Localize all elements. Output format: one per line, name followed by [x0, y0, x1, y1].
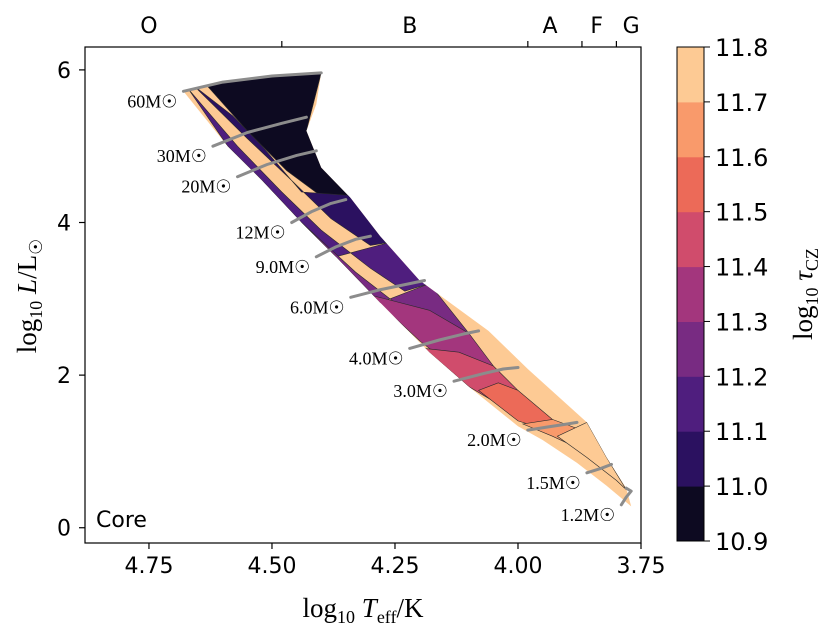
mass-label-10: 1.2M☉: [561, 505, 616, 525]
colorbar: 10.9 11.0 11.1 11.2 11.3 11.4 11.5 11.6 11.7 11.8: [676, 34, 768, 556]
track-2: [236, 149, 318, 179]
mass-label-8: 2.0M☉: [467, 430, 522, 450]
x-tick-label-2: 4.25: [370, 554, 419, 579]
plot-frame: [84, 46, 642, 544]
track-8: [526, 420, 579, 432]
evolution-tracks: [181, 71, 633, 507]
mass-label-3: 12M☉: [236, 223, 286, 243]
y-tick-label-1: 2: [57, 364, 71, 389]
colorbar-segment-6: [677, 156, 704, 213]
colorbar-tick-label-7: 11.6: [715, 144, 768, 172]
colorbar-tick-label-2: 11.1: [715, 418, 768, 446]
colorbar-segment-8: [677, 47, 704, 103]
colorbar-segment-2: [677, 376, 704, 432]
colorbar-segment-5: [677, 211, 704, 268]
colorbar-tick-label-5: 11.4: [715, 254, 768, 282]
x-tick-label-1: 4.50: [247, 554, 296, 579]
x-axis: 4.75 4.50 4.25 4.00 3.75: [124, 543, 665, 579]
track-3: [290, 198, 348, 224]
colorbar-segment-0: [677, 486, 704, 542]
mass-label-1: 30M☉: [157, 146, 207, 166]
colorbar-tick-label-1: 11.0: [715, 473, 768, 501]
spectral-label-2: A: [542, 14, 557, 39]
track-6: [408, 329, 481, 350]
colorbar-segment-3: [677, 321, 704, 377]
y-tick-label-3: 6: [57, 59, 71, 84]
contour-bands: [188, 72, 627, 490]
mass-labels: 60M☉ 30M☉ 20M☉ 12M☉ 9.0M☉ 6.0M☉ 4.0M☉ 3.0M☉ 2.0M…: [127, 91, 616, 525]
track-1: [211, 115, 308, 148]
plot-area: [181, 71, 633, 507]
spectral-label-1: B: [402, 14, 417, 39]
x-axis-title: log10 Teff/K: [303, 593, 424, 627]
colorbar-segment-7: [677, 101, 704, 158]
track-5: [349, 279, 426, 299]
panel-label: Core: [96, 508, 147, 533]
spectral-label-4: G: [623, 14, 640, 39]
colorbar-tick-label-6: 11.5: [715, 199, 768, 227]
x-tick-label-0: 4.75: [124, 554, 173, 579]
colorbar-tick-label-9: 11.8: [715, 34, 768, 62]
track-10: [619, 486, 633, 507]
x-tick-label-4: 3.75: [617, 554, 666, 579]
track-0: [181, 71, 323, 93]
x-tick-label-3: 4.00: [493, 554, 542, 579]
colorbar-segment-4: [677, 266, 704, 322]
y-tick-label-0: 0: [57, 517, 71, 542]
colorbar-frame: [676, 46, 705, 542]
spectral-label-3: F: [590, 14, 603, 39]
mass-label-7: 3.0M☉: [393, 381, 448, 401]
mass-label-5: 6.0M☉: [290, 297, 345, 317]
mass-label-0: 60M☉: [127, 91, 177, 111]
track-4: [314, 234, 372, 259]
mass-label-2: 20M☉: [181, 177, 231, 197]
colorbar-tick-label-3: 11.2: [715, 363, 768, 391]
y-tick-label-2: 4: [57, 212, 71, 237]
y-axis: 0 2 4 6: [57, 59, 85, 542]
mass-label-6: 4.0M☉: [349, 348, 404, 368]
colorbar-tick-label-4: 11.3: [715, 308, 768, 336]
track-7: [452, 366, 520, 383]
colorbar-tick-label-0: 10.9: [715, 528, 768, 556]
colorbar-tick-label-8: 11.7: [715, 89, 768, 117]
spectral-label-0: O: [140, 14, 157, 39]
mass-label-9: 1.5M☉: [526, 473, 581, 493]
colorbar-segment-1: [677, 431, 704, 487]
y-axis-title: log10 L/L☉: [12, 239, 46, 353]
mass-label-4: 9.0M☉: [256, 257, 311, 277]
track-9: [585, 462, 613, 475]
